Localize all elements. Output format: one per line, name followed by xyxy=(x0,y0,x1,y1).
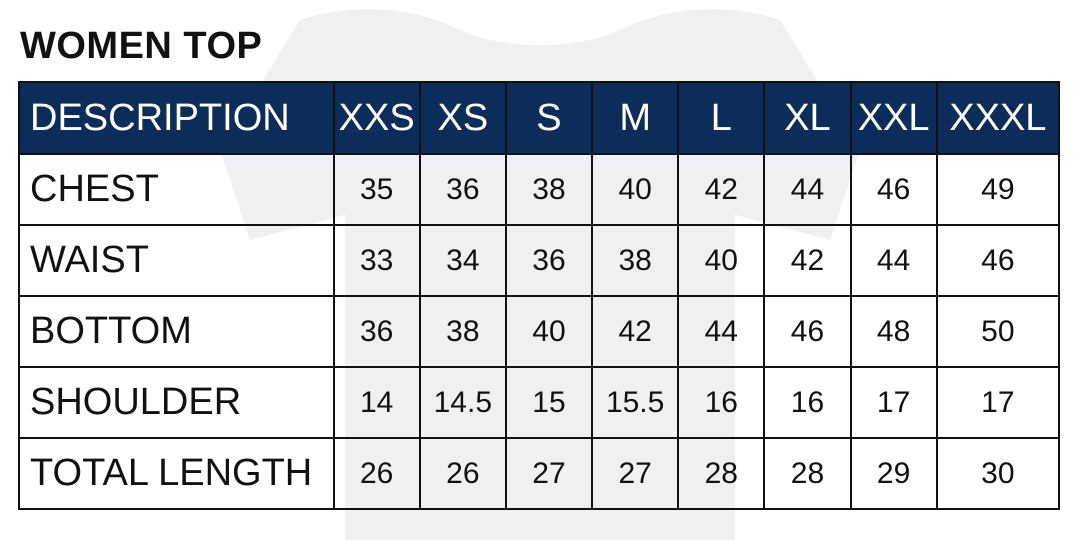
table-cell: 46 xyxy=(849,153,938,226)
table-cell: 46 xyxy=(763,295,852,368)
table-cell: 48 xyxy=(849,295,938,368)
table-cell: 30 xyxy=(935,437,1061,510)
table-row-bottom: BOTTOM 36 38 40 42 44 46 48 50 xyxy=(18,295,1061,368)
table-cell: 14 xyxy=(332,366,421,439)
table-cell: 50 xyxy=(935,295,1061,368)
table-cell: 44 xyxy=(849,224,938,297)
table-cell: 15 xyxy=(504,366,594,439)
row-label: CHEST xyxy=(18,153,335,226)
table-cell: 14.5 xyxy=(418,366,507,439)
table-row-chest: CHEST 35 36 38 40 42 44 46 49 xyxy=(18,153,1061,226)
table-cell: 36 xyxy=(332,295,421,368)
table-cell: 42 xyxy=(677,153,766,226)
header-size-m: M xyxy=(591,81,680,155)
header-size-l: L xyxy=(677,81,766,155)
table-cell: 36 xyxy=(418,153,507,226)
header-size-xxs: XXS xyxy=(332,81,421,155)
row-label: TOTAL LENGTH xyxy=(18,437,335,510)
header-description: DESCRIPTION xyxy=(18,81,335,155)
table-cell: 28 xyxy=(677,437,766,510)
header-size-xs: XS xyxy=(418,81,507,155)
table-cell: 38 xyxy=(418,295,507,368)
table-cell: 34 xyxy=(418,224,507,297)
table-cell: 42 xyxy=(591,295,680,368)
table-cell: 42 xyxy=(763,224,852,297)
size-chart-table: DESCRIPTION XXS XS S M L XL XXL XXXL CHE… xyxy=(18,81,1061,510)
row-label: SHOULDER xyxy=(18,366,335,439)
table-cell: 16 xyxy=(763,366,852,439)
table-cell: 36 xyxy=(504,224,594,297)
table-cell: 40 xyxy=(591,153,680,226)
row-label: WAIST xyxy=(18,224,335,297)
page-title: WOMEN TOP xyxy=(20,25,263,67)
table-cell: 17 xyxy=(935,366,1061,439)
table-cell: 40 xyxy=(677,224,766,297)
table-cell: 17 xyxy=(849,366,938,439)
header-size-xxl: XXL xyxy=(849,81,938,155)
table-cell: 28 xyxy=(763,437,852,510)
table-row-shoulder: SHOULDER 14 14.5 15 15.5 16 16 17 17 xyxy=(18,366,1061,439)
table-header-row: DESCRIPTION XXS XS S M L XL XXL XXXL xyxy=(18,81,1061,155)
table-cell: 16 xyxy=(677,366,766,439)
table-cell: 35 xyxy=(332,153,421,226)
table-cell: 38 xyxy=(504,153,594,226)
table-cell: 49 xyxy=(935,153,1061,226)
table-row-total-length: TOTAL LENGTH 26 26 27 27 28 28 29 30 xyxy=(18,437,1061,510)
table-cell: 44 xyxy=(677,295,766,368)
table-cell: 40 xyxy=(504,295,594,368)
table-cell: 26 xyxy=(332,437,421,510)
table-cell: 44 xyxy=(763,153,852,226)
table-cell: 15.5 xyxy=(591,366,680,439)
header-size-s: S xyxy=(504,81,594,155)
table-cell: 26 xyxy=(418,437,507,510)
table-cell: 27 xyxy=(504,437,594,510)
row-label: BOTTOM xyxy=(18,295,335,368)
header-size-xl: XL xyxy=(763,81,852,155)
table-cell: 33 xyxy=(332,224,421,297)
table-cell: 38 xyxy=(591,224,680,297)
table-cell: 27 xyxy=(591,437,680,510)
table-cell: 29 xyxy=(849,437,938,510)
table-row-waist: WAIST 33 34 36 38 40 42 44 46 xyxy=(18,224,1061,297)
table-cell: 46 xyxy=(935,224,1061,297)
header-size-xxxl: XXXL xyxy=(935,81,1061,155)
